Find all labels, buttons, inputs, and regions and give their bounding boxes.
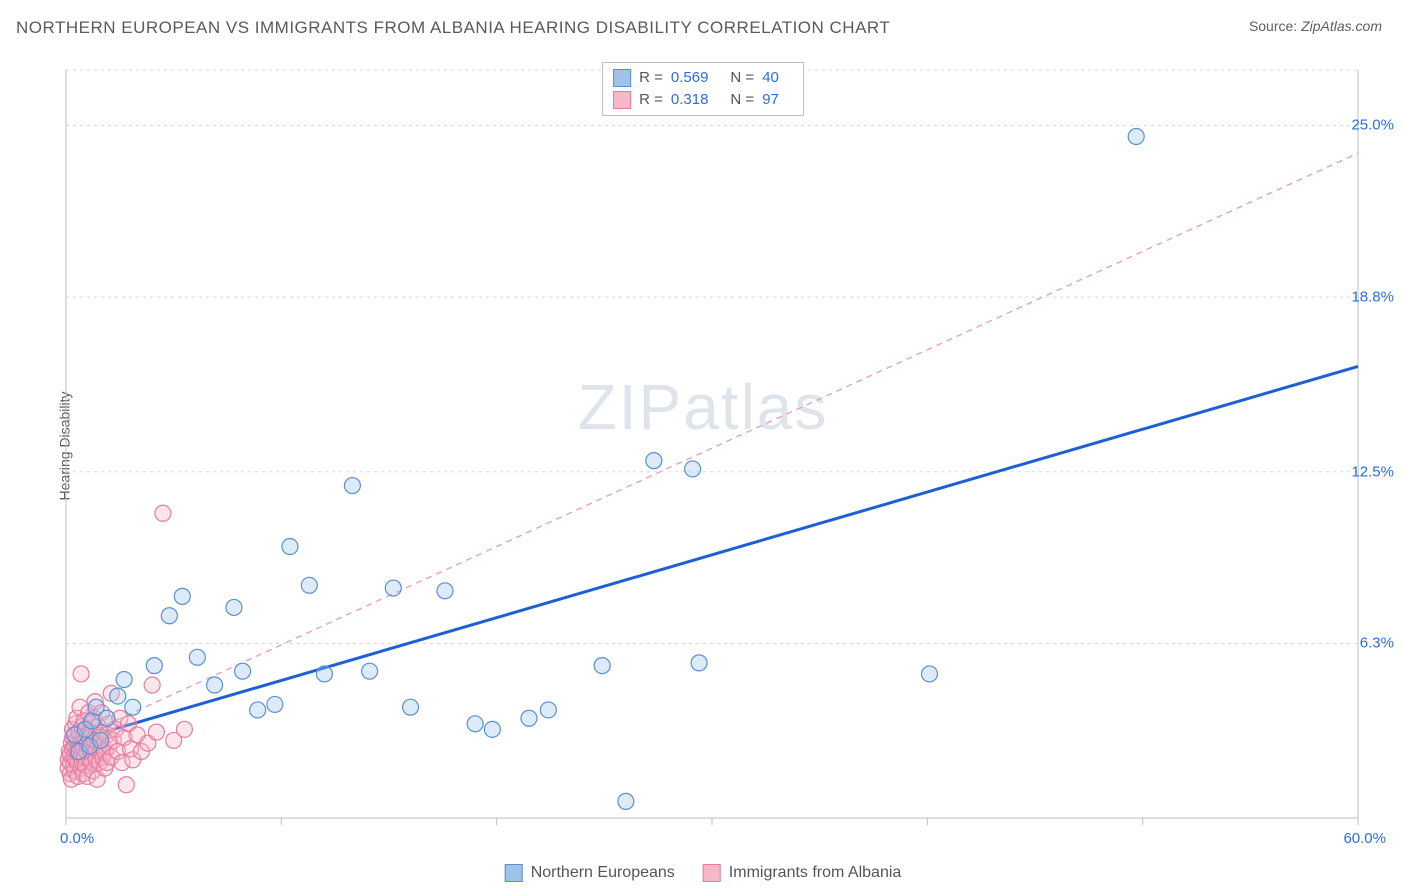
series-legend: Northern Europeans Immigrants from Alban…	[505, 864, 902, 882]
r-value-0: 0.569	[671, 67, 709, 89]
n-label: N =	[730, 67, 754, 89]
y-tick-label: 6.3%	[1360, 635, 1394, 652]
n-value-1: 97	[762, 89, 779, 111]
r-label: R =	[639, 67, 663, 89]
y-tick-label: 18.8%	[1351, 289, 1394, 306]
r-label: R =	[639, 89, 663, 111]
source-value: ZipAtlas.com	[1301, 18, 1382, 34]
y-tick-label: 12.5%	[1351, 463, 1394, 480]
legend-label-1: Immigrants from Albania	[729, 864, 902, 882]
source-credit: Source: ZipAtlas.com	[1249, 18, 1382, 34]
legend-swatch-0	[613, 69, 631, 87]
x-axis-end-label: 60.0%	[1343, 830, 1386, 847]
y-tick-label: 25.0%	[1351, 117, 1394, 134]
r-value-1: 0.318	[671, 89, 709, 111]
legend-item-0: Northern Europeans	[505, 864, 675, 882]
correlation-legend: R = 0.569 N = 40 R = 0.318 N = 97	[602, 62, 804, 116]
legend-swatch-icon	[703, 864, 721, 882]
n-value-0: 40	[762, 67, 779, 89]
x-axis-start-label: 0.0%	[60, 830, 94, 847]
legend-row-series-1: R = 0.318 N = 97	[613, 89, 793, 111]
legend-row-series-0: R = 0.569 N = 40	[613, 67, 793, 89]
source-label: Source:	[1249, 18, 1297, 34]
legend-item-1: Immigrants from Albania	[703, 864, 902, 882]
chart-plot-area	[48, 58, 1378, 848]
legend-label-0: Northern Europeans	[531, 864, 675, 882]
legend-swatch-icon	[505, 864, 523, 882]
chart-title: NORTHERN EUROPEAN VS IMMIGRANTS FROM ALB…	[16, 18, 890, 38]
n-label: N =	[730, 89, 754, 111]
legend-swatch-1	[613, 91, 631, 109]
scatter-chart-svg	[48, 58, 1378, 848]
